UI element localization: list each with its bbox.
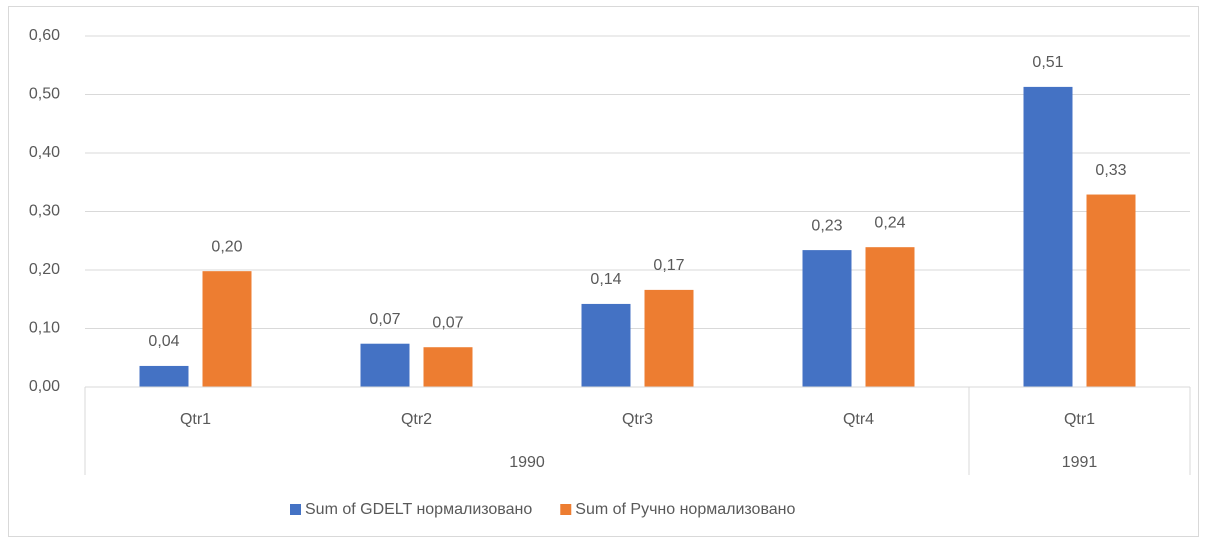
data-label: 0,04: [148, 333, 179, 350]
data-label: 0,51: [1032, 54, 1063, 71]
y-tick-label: 0,00: [29, 378, 60, 395]
bar: [1086, 194, 1136, 387]
legend-label: Sum of GDELT нормализовано: [305, 501, 532, 518]
y-tick-label: 0,50: [29, 86, 60, 103]
y-tick-label: 0,30: [29, 203, 60, 220]
legend-swatch: [560, 504, 572, 515]
data-label: 0,17: [653, 257, 684, 274]
legend-swatch: [290, 504, 301, 515]
bar: [139, 365, 189, 387]
x-tick-label: Qtr2: [401, 411, 432, 428]
data-label: 0,20: [211, 238, 242, 255]
group-label: 1990: [509, 454, 545, 471]
group-label: 1991: [1062, 454, 1098, 471]
y-tick-label: 0,10: [29, 320, 60, 337]
bar: [360, 343, 410, 387]
x-tick-label: Qtr4: [843, 411, 874, 428]
legend-label: Sum of Ручно нормализовано: [575, 501, 795, 518]
bar: [1023, 86, 1073, 388]
data-label: 0,23: [811, 217, 842, 234]
x-tick-label: Qtr1: [1064, 411, 1095, 428]
bar: [423, 347, 473, 387]
data-label: 0,24: [874, 214, 905, 231]
bar: [802, 250, 852, 387]
y-tick-label: 0,60: [29, 27, 60, 44]
y-tick-label: 0,40: [29, 144, 60, 161]
bar: [644, 289, 694, 387]
data-label: 0,07: [369, 311, 400, 328]
data-label: 0,14: [590, 271, 621, 288]
bar: [865, 247, 915, 387]
data-label: 0,33: [1095, 162, 1126, 179]
y-tick-label: 0,20: [29, 261, 60, 278]
x-tick-label: Qtr3: [622, 411, 653, 428]
bar: [581, 303, 631, 387]
bar: [202, 271, 252, 387]
data-label: 0,07: [432, 314, 463, 331]
x-tick-label: Qtr1: [180, 411, 211, 428]
